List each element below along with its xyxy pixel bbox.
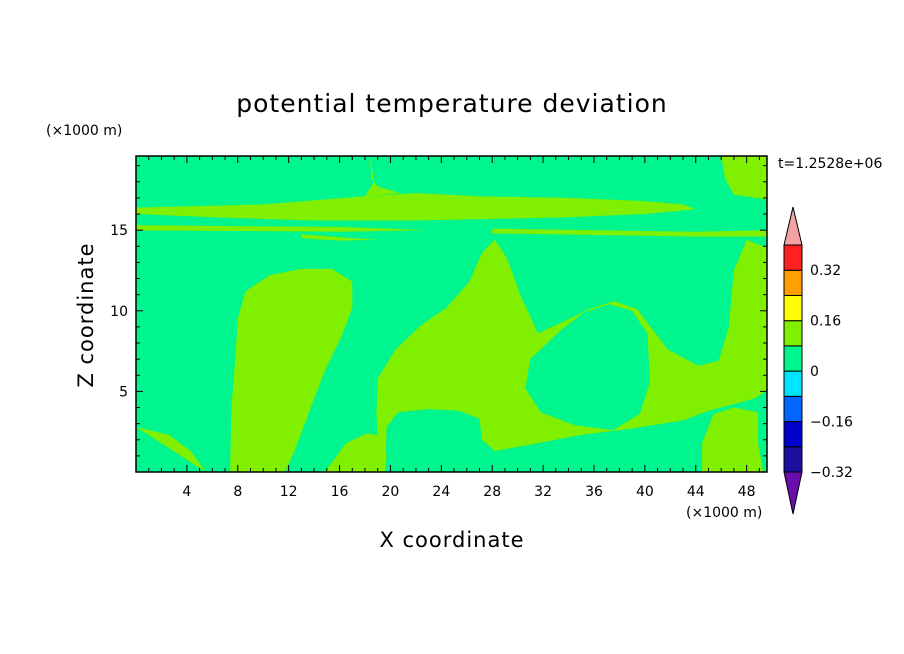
x-tick-label: 36 — [585, 484, 603, 500]
x-tick-label: 24 — [432, 484, 450, 500]
contour-region-5 — [301, 234, 378, 241]
contour-region-1 — [365, 156, 401, 197]
plot-frame — [135, 155, 768, 473]
y-tick-label: 15 — [110, 223, 128, 239]
colorbar-label: −0.32 — [810, 465, 853, 481]
colorbar-band — [783, 269, 803, 296]
colorbar-label: 0.32 — [810, 263, 841, 279]
colorbar-band — [783, 446, 803, 473]
plot-area — [135, 155, 768, 473]
colorbar-band — [783, 370, 803, 397]
y-tick-label: 10 — [110, 304, 128, 320]
colorbar: 0.32 0.16 0 −0.16 −0.32 — [783, 206, 853, 515]
contour-region-4 — [492, 228, 767, 237]
colorbar-band — [783, 345, 803, 372]
x-tick-label: 40 — [636, 484, 654, 500]
colorbar-band — [783, 294, 803, 322]
x-tick-label: 44 — [687, 484, 705, 500]
chart-title: potential temperature deviation — [236, 89, 667, 118]
colorbar-top-arrow — [783, 206, 803, 246]
contour-fill-group — [136, 156, 767, 472]
colorbar-label: 0.16 — [810, 314, 841, 330]
contour-region-8 — [324, 433, 387, 472]
contour-region-10 — [136, 426, 206, 472]
y-axis-label: Z coordinate — [74, 242, 98, 387]
x-tick-label: 20 — [382, 484, 400, 500]
x-tick-label: 4 — [182, 484, 191, 500]
contour-region-3 — [136, 225, 429, 232]
x-tick-label: 8 — [233, 484, 242, 500]
colorbar-band — [783, 244, 803, 271]
y-unit-label: (×1000 m) — [46, 123, 122, 139]
x-unit-label: (×1000 m) — [686, 505, 762, 521]
time-label: t=1.2528e+06 — [778, 156, 882, 172]
contour-region-9 — [702, 407, 764, 472]
contour-region-2 — [721, 156, 767, 200]
colorbar-label: −0.16 — [810, 415, 853, 431]
contour-region-11 — [525, 304, 650, 431]
colorbar-band — [783, 320, 803, 347]
colorbar-band — [783, 395, 803, 423]
x-tick-label: 48 — [738, 484, 756, 500]
contour-region-6 — [230, 268, 353, 472]
colorbar-band — [783, 421, 803, 448]
colorbar-bottom-arrow — [783, 471, 803, 515]
y-tick-label: 5 — [119, 384, 128, 400]
x-tick-label: 32 — [534, 484, 552, 500]
x-tick-label: 28 — [483, 484, 501, 500]
x-tick-label: 16 — [331, 484, 349, 500]
x-tick-label: 12 — [280, 484, 298, 500]
x-axis-label: X coordinate — [379, 528, 524, 552]
colorbar-label: 0 — [810, 364, 819, 380]
contour-region-0 — [136, 193, 696, 221]
